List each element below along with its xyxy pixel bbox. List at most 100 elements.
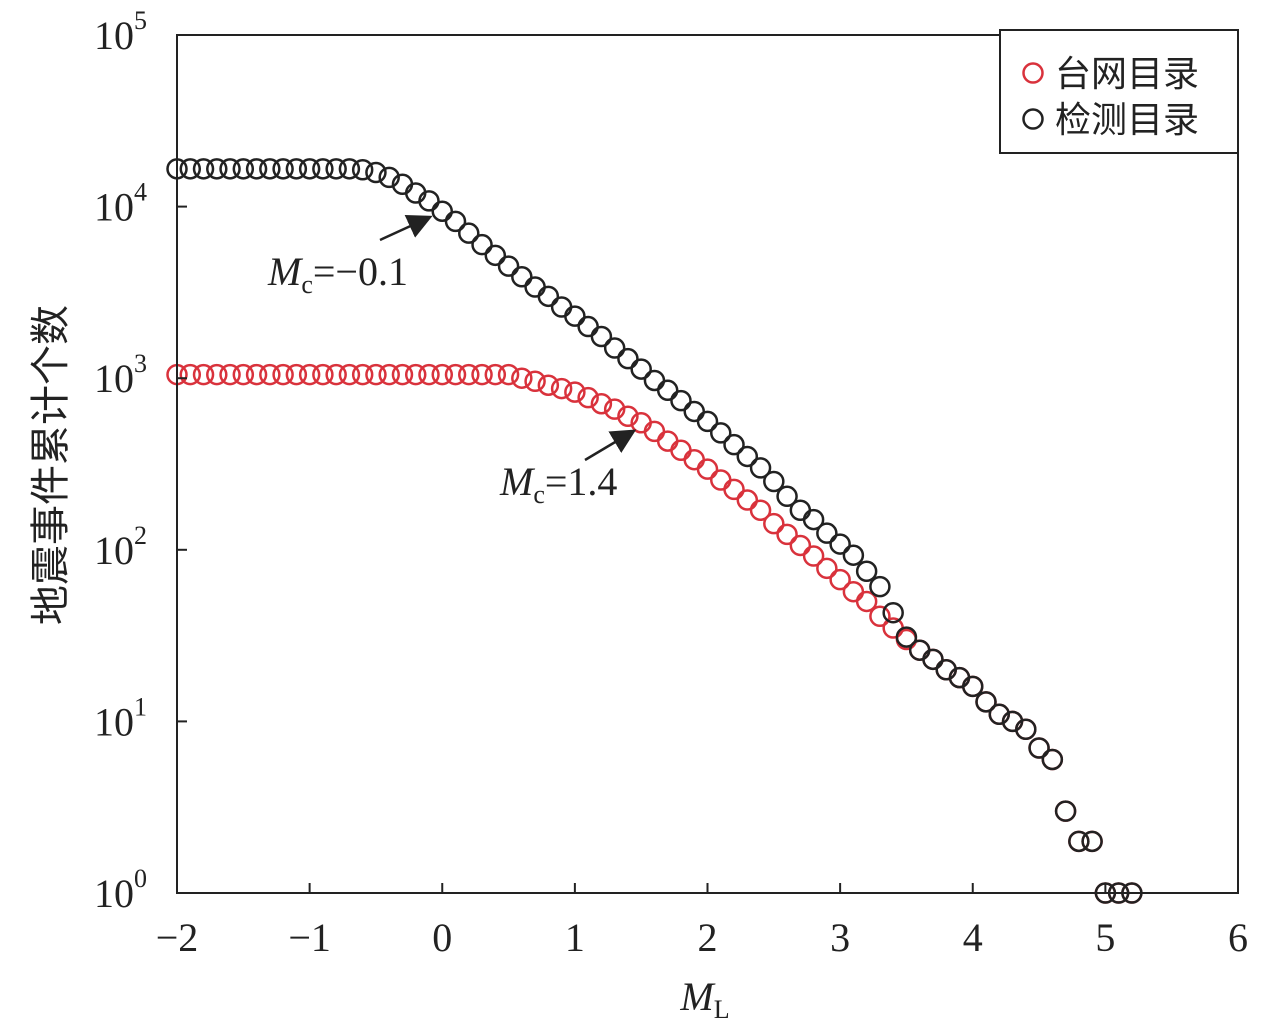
y-tick-base: 10: [94, 528, 134, 573]
data-point: [789, 499, 812, 522]
y-tick-exp: 4: [134, 178, 147, 207]
data-point: [617, 405, 639, 428]
data-point: [590, 325, 613, 348]
x-tick-label: 1: [565, 915, 585, 960]
data-point: [776, 523, 798, 546]
legend-marker: [1022, 62, 1044, 84]
data-point: [723, 478, 745, 501]
data-point: [643, 420, 666, 443]
data-point: [696, 410, 719, 433]
data-point: [537, 374, 560, 396]
y-tick-base: 10: [94, 185, 134, 230]
data-point: [537, 285, 560, 308]
data-point: [259, 158, 281, 180]
data-point: [338, 158, 361, 180]
data-point: [710, 422, 732, 444]
data-point: [298, 363, 321, 386]
data-point: [484, 244, 507, 267]
data-point: [763, 470, 785, 493]
data-point: [1068, 830, 1090, 853]
data-point: [192, 158, 215, 180]
data-point: [882, 601, 904, 624]
data-point: [975, 691, 997, 713]
data-point: [232, 363, 255, 386]
data-point: [749, 457, 772, 479]
data-point: [272, 363, 294, 386]
data-point: [855, 560, 878, 582]
data-point: [351, 158, 374, 181]
data-point: [1054, 800, 1077, 822]
data-point: [550, 377, 573, 400]
data-point: [444, 363, 467, 386]
data-point: [285, 158, 308, 180]
data-point: [776, 485, 798, 508]
data-point: [206, 158, 228, 180]
y-tick-label: 105: [94, 6, 147, 58]
legend-box: [999, 29, 1239, 154]
data-point: [617, 347, 639, 370]
data-point: [245, 158, 268, 180]
data-point: [988, 703, 1011, 726]
data-point: [829, 533, 851, 555]
data-point: [842, 544, 865, 566]
data-point: [763, 512, 785, 535]
y-tick-label: 100: [94, 864, 147, 916]
data-point: [192, 363, 215, 386]
data-point: [245, 363, 268, 386]
data-point: [749, 499, 772, 522]
data-point: [312, 363, 334, 386]
data-point: [829, 568, 851, 591]
y-tick-label: 101: [94, 692, 147, 744]
annotation-arrow: [379, 214, 433, 242]
data-point: [564, 381, 586, 403]
x-tick-label: 0: [432, 915, 452, 960]
y-tick-label: 103: [94, 349, 147, 401]
data-point: [630, 358, 652, 380]
data-point: [802, 508, 825, 531]
data-point: [418, 190, 440, 212]
data-point: [365, 363, 387, 386]
annotation-arrow: [584, 429, 637, 462]
annotation: Mc=−0.1: [267, 249, 408, 299]
data-point: [816, 557, 838, 580]
data-point: [816, 522, 838, 544]
data-point: [325, 158, 347, 180]
data-point: [855, 590, 878, 613]
data-point: [444, 210, 467, 233]
data-point: [259, 363, 281, 386]
data-point: [431, 363, 453, 386]
data-point: [564, 305, 586, 327]
y-tick-exp: 1: [134, 692, 147, 721]
data-point: [285, 363, 308, 386]
x-tick-label: 4: [963, 915, 983, 960]
data-point: [418, 363, 440, 386]
data-point: [219, 363, 241, 386]
data-point: [842, 580, 865, 603]
data-point: [325, 363, 347, 386]
data-point: [497, 255, 520, 277]
data-point: [603, 337, 626, 359]
x-axis-label: ML: [679, 974, 729, 1024]
data-point: [272, 158, 294, 180]
data-point: [723, 433, 745, 456]
data-point: [524, 370, 546, 392]
y-tick-base: 10: [94, 13, 134, 58]
data-point: [179, 158, 202, 180]
data-point: [869, 575, 891, 598]
data-point: [670, 389, 692, 412]
y-tick-exp: 0: [134, 864, 147, 893]
data-point: [736, 489, 759, 511]
data-point: [471, 363, 493, 386]
data-point: [524, 276, 546, 298]
data-point: [404, 363, 427, 386]
data-point: [590, 392, 613, 415]
x-tick-label: −1: [288, 915, 331, 960]
data-point: [577, 386, 599, 409]
data-point: [922, 648, 944, 671]
data-point: [338, 363, 361, 386]
y-tick-label: 104: [94, 178, 147, 230]
y-tick-base: 10: [94, 699, 134, 744]
data-point: [298, 158, 321, 180]
data-point: [643, 369, 666, 392]
data-point: [431, 200, 453, 222]
